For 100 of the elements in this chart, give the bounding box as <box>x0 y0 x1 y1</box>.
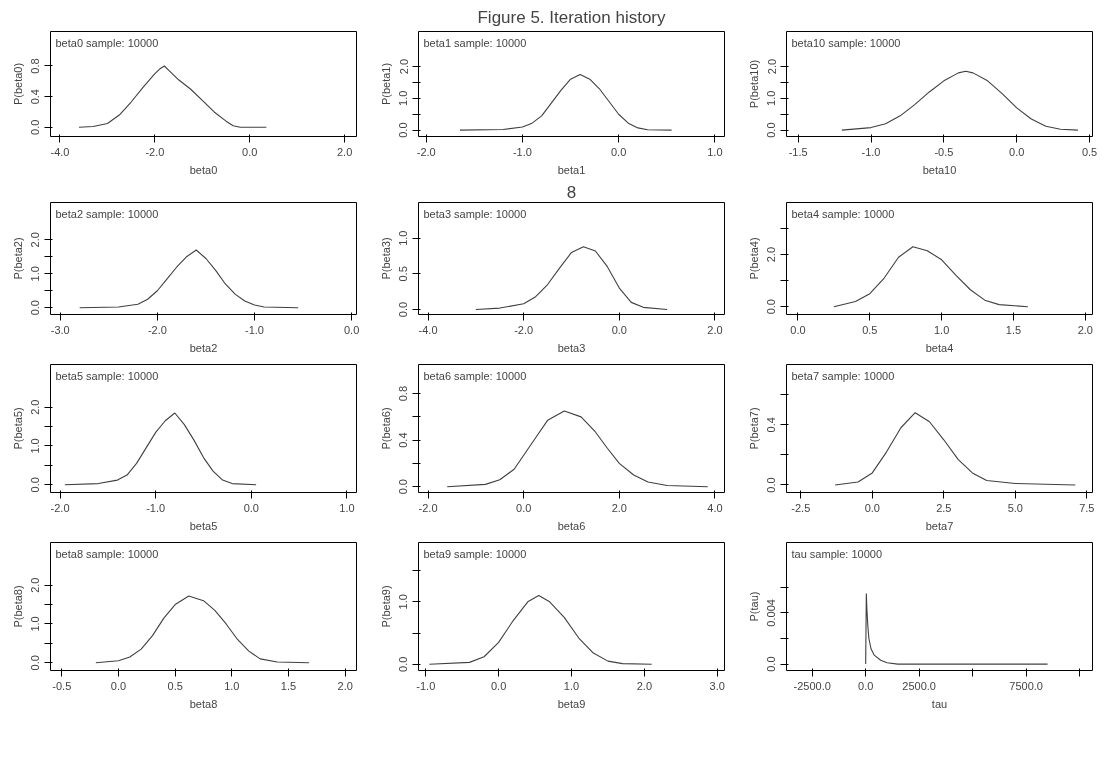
chart-title: beta7 sample: 10000 <box>791 369 895 382</box>
x-tick-label: 0.0 <box>516 501 532 514</box>
y-tick-label: 0.8 <box>29 58 42 74</box>
y-axis-title: P(beta2) <box>11 237 24 280</box>
caption: Figure 5. Iteration history <box>477 7 667 27</box>
x-tick-label: 5.0 <box>1007 501 1023 514</box>
y-tick-label: 2.0 <box>29 232 42 248</box>
y-tick-label: 0.0 <box>765 477 778 493</box>
x-axis-title: beta3 <box>557 341 586 354</box>
y-tick-label: 0.0 <box>397 656 410 672</box>
y-tick-label: 1.0 <box>397 90 410 106</box>
x-tick-label: 1.5 <box>280 679 297 692</box>
chart-title: beta3 sample: 10000 <box>423 207 527 220</box>
y-tick-label: 0.004 <box>765 599 778 627</box>
x-tick-label: 1.0 <box>563 679 580 692</box>
x-tick-label: 2.0 <box>611 501 627 514</box>
y-tick-label: 2.0 <box>29 577 42 593</box>
x-tick-label: -1.5 <box>788 145 808 158</box>
y-tick-label: 0.0 <box>29 119 42 135</box>
x-tick-label: -2.0 <box>416 145 436 158</box>
x-tick-label: 0.5 <box>1081 145 1098 158</box>
x-tick-label: 0.0 <box>110 679 127 692</box>
y-axis-title: P(beta0) <box>11 62 24 106</box>
text: beta2 sample: 10000 <box>55 207 159 220</box>
x-axis-title: beta4 <box>925 341 954 354</box>
y-axis-title: P(tau) <box>747 591 760 622</box>
y-tick-label: 0.0 <box>29 655 42 671</box>
x-tick-label: 2.0 <box>337 679 353 692</box>
y-tick-label: 0.4 <box>29 88 42 105</box>
y-tick-label: 0.0 <box>397 479 410 495</box>
y-axis-title: P(beta8) <box>11 585 24 628</box>
y-axis-title: P(beta6) <box>379 407 392 450</box>
x-axis-title: beta2 <box>189 341 218 354</box>
x-tick-label: 1.0 <box>224 679 240 692</box>
x-tick-label: -3.0 <box>50 323 70 336</box>
text: beta1 sample: 10000 <box>423 36 527 49</box>
y-tick-label: 0.0 <box>397 301 410 318</box>
x-tick-label: -4.0 <box>418 323 438 336</box>
y-tick-label: 0.0 <box>765 656 778 672</box>
y-tick-label: 0.0 <box>397 122 410 138</box>
x-axis-title: tau <box>931 697 948 710</box>
x-tick-label: 0.5 <box>862 323 878 336</box>
x-tick-label: 0.0 <box>611 323 627 336</box>
x-axis-title: beta8 <box>189 697 218 710</box>
y-tick-label: 0.4 <box>397 432 410 448</box>
x-axis-title: beta6 <box>557 519 586 532</box>
x-tick-label: -1.0 <box>146 501 166 514</box>
y-axis-title: P(beta9) <box>379 585 392 628</box>
chart-title: beta5 sample: 10000 <box>55 369 159 382</box>
x-tick-label: -4.0 <box>50 145 70 158</box>
text: 8 <box>566 182 577 202</box>
x-tick-label: 1.0 <box>339 501 355 514</box>
x-tick-label: 0.0 <box>858 679 874 692</box>
y-axis-title: P(beta7) <box>747 407 760 450</box>
x-tick-label: -0.5 <box>52 679 72 692</box>
y-tick-label: 0.0 <box>765 299 778 315</box>
y-tick-label: 1.0 <box>765 90 778 106</box>
x-tick-label: 0.0 <box>491 679 507 692</box>
x-tick-label: 2.5 <box>936 501 952 514</box>
y-axis-title: P(beta3) <box>379 237 392 280</box>
x-tick-label: 2500.0 <box>902 679 937 692</box>
y-tick-label: 0.0 <box>765 122 778 138</box>
x-tick-label: 0.0 <box>344 323 360 336</box>
x-tick-label: 0.0 <box>242 145 258 158</box>
y-axis-title: P(beta10) <box>747 59 760 109</box>
y-tick-label: 2.0 <box>397 58 410 75</box>
x-tick-label: 2.0 <box>636 679 653 692</box>
x-tick-label: 3.0 <box>709 679 725 692</box>
y-tick-label: 0.8 <box>397 385 410 402</box>
text: beta0 sample: 10000 <box>55 36 159 49</box>
y-tick-label: 0.0 <box>29 300 42 316</box>
x-axis-title: beta5 <box>189 519 218 532</box>
y-tick-label: 2.0 <box>29 399 42 415</box>
x-tick-label: 0.0 <box>864 501 880 514</box>
chart-title: beta8 sample: 10000 <box>55 547 159 560</box>
y-tick-label: 1.0 <box>29 616 42 632</box>
x-tick-label: -2.0 <box>418 501 438 514</box>
x-tick-label: 2.0 <box>336 145 353 158</box>
x-tick-label: -2.0 <box>145 145 165 158</box>
x-tick-label: 0.0 <box>1009 145 1025 158</box>
x-tick-label: 0.5 <box>167 679 183 692</box>
x-axis-title: beta7 <box>925 519 954 532</box>
y-tick-label: 0.5 <box>397 266 410 282</box>
text: beta10 sample: 10000 <box>791 36 901 49</box>
chart-title: beta6 sample: 10000 <box>423 369 527 382</box>
x-tick-label: 0.0 <box>790 323 806 336</box>
x-tick-label: 2.0 <box>707 323 723 336</box>
x-tick-label: -1.0 <box>861 145 881 158</box>
y-tick-label: 1.0 <box>29 266 42 282</box>
x-tick-label: 1.5 <box>1005 323 1022 336</box>
x-tick-label: 0.0 <box>243 501 259 514</box>
y-tick-label: 0.0 <box>29 477 42 493</box>
x-axis-title: beta9 <box>557 697 586 710</box>
x-tick-label: 2.0 <box>1077 323 1093 336</box>
y-tick-label: 0.4 <box>765 417 778 433</box>
y-axis-title: P(beta1) <box>379 62 392 106</box>
y-tick-label: 1.0 <box>29 438 42 454</box>
x-axis-title: beta10 <box>922 163 957 176</box>
x-tick-label: -2.0 <box>50 501 70 514</box>
y-axis-title: P(beta4) <box>747 237 760 280</box>
